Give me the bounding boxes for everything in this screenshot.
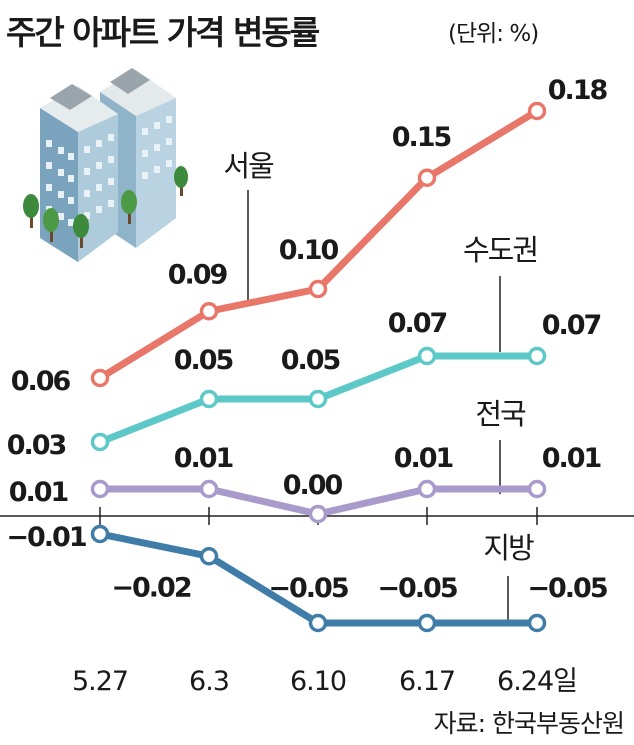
- series-서울: [90, 101, 547, 388]
- series-name-label: 전국: [475, 397, 526, 431]
- series-수도권: [90, 346, 547, 452]
- data-point: [417, 346, 437, 366]
- data-point: [90, 479, 110, 499]
- series-name-label: 수도권: [463, 233, 537, 267]
- data-label: 0.09: [168, 259, 228, 290]
- data-point: [417, 168, 437, 187]
- data-point: [527, 346, 547, 366]
- x-tick-label: 6.17: [399, 666, 455, 697]
- data-point: [199, 389, 219, 409]
- series-전국: [90, 479, 547, 524]
- data-point: [199, 302, 219, 321]
- data-label: 0.05: [174, 345, 233, 376]
- data-label: −0.01: [6, 522, 85, 553]
- data-label: −0.05: [268, 573, 347, 604]
- data-point: [199, 479, 219, 499]
- data-label: 0.01: [174, 443, 233, 474]
- data-label: 0.05: [281, 345, 340, 376]
- unit-label: (단위: %): [448, 21, 539, 47]
- series-name-label: 지방: [483, 531, 534, 565]
- data-label: 0.07: [388, 308, 447, 339]
- data-label: −0.05: [377, 573, 456, 604]
- x-tick-label: 5.27: [72, 666, 128, 697]
- series-name-label: 서울: [223, 149, 274, 183]
- x-tick-label: 6.24일: [497, 666, 577, 697]
- data-label: 0.06: [11, 366, 71, 397]
- series-leader-lines: [247, 190, 509, 620]
- x-tick-label: 6.3: [189, 666, 229, 697]
- data-point: [417, 613, 437, 633]
- data-labels: 0.06 0.09 0.10 0.15 0.18 서울 0.03 0.05 0.05 0.07 0.…: [6, 75, 609, 604]
- data-label: 0.01: [542, 443, 601, 474]
- data-point: [527, 101, 547, 121]
- data-label: 0.03: [7, 430, 66, 461]
- data-label: 0.10: [279, 235, 339, 266]
- data-point: [199, 547, 219, 566]
- data-label: −0.02: [111, 572, 190, 603]
- data-point: [90, 368, 110, 388]
- x-tick-label: 6.10: [290, 666, 346, 697]
- apartment-illustration: [23, 68, 188, 262]
- source-note: 자료: 한국부동산원: [433, 709, 625, 738]
- category-labels: 5.27 6.3 6.10 6.17 6.24일: [72, 666, 578, 697]
- chart-title: 주간 아파트 가격 변동률: [6, 13, 320, 52]
- data-label: −0.05: [527, 573, 606, 604]
- data-label: 0.15: [392, 122, 451, 153]
- data-point: [308, 279, 328, 299]
- data-point: [308, 504, 328, 524]
- data-point: [308, 613, 328, 633]
- data-point: [527, 479, 547, 499]
- data-label: 0.01: [394, 443, 453, 474]
- data-point: [90, 524, 110, 544]
- data-label: 0.01: [9, 477, 68, 508]
- data-label: 0.18: [548, 75, 608, 106]
- data-point: [417, 479, 437, 499]
- data-label: 0.07: [542, 310, 601, 341]
- data-point: [308, 389, 328, 409]
- series-lines: [90, 101, 547, 633]
- data-point: [90, 432, 110, 452]
- data-point: [527, 613, 547, 633]
- data-label: 0.00: [283, 470, 343, 501]
- series-지방: [90, 524, 547, 633]
